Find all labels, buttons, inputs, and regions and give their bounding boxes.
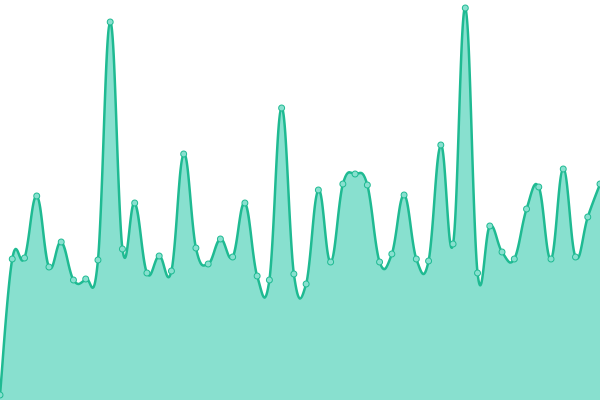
data-point (118, 245, 126, 253)
data-point (412, 255, 420, 263)
data-point (45, 263, 53, 271)
data-point (486, 222, 494, 230)
data-point (461, 4, 469, 12)
data-point (376, 258, 384, 266)
data-point (57, 238, 65, 246)
data-point (596, 180, 600, 188)
data-point (94, 256, 102, 264)
data-point (523, 205, 531, 213)
data-point (327, 258, 335, 266)
data-point (278, 104, 286, 112)
data-point (216, 235, 224, 243)
data-point (290, 270, 298, 278)
data-point (265, 276, 273, 284)
data-point (253, 272, 261, 280)
data-point (425, 257, 433, 265)
data-point (20, 254, 28, 262)
data-point (106, 18, 114, 26)
data-point (449, 240, 457, 248)
area-fill (0, 7, 600, 400)
data-point (547, 255, 555, 263)
data-point (559, 165, 567, 173)
data-point (388, 250, 396, 258)
data-point (241, 199, 249, 207)
data-point (229, 253, 237, 261)
data-point (302, 280, 310, 288)
data-point (474, 269, 482, 277)
data-point (192, 244, 200, 252)
data-point (437, 141, 445, 149)
data-point (8, 255, 16, 263)
data-point (33, 192, 41, 200)
data-point (180, 150, 188, 158)
data-point (131, 199, 139, 207)
data-point (400, 191, 408, 199)
data-point (584, 213, 592, 221)
data-point (167, 267, 175, 275)
data-point (155, 252, 163, 260)
data-point (69, 276, 77, 284)
data-point (510, 255, 518, 263)
data-point (82, 275, 90, 283)
data-point (204, 260, 212, 268)
data-point (0, 391, 4, 399)
data-point (314, 186, 322, 194)
data-point (339, 180, 347, 188)
data-point (572, 253, 580, 261)
data-point (143, 269, 151, 277)
data-point (535, 183, 543, 191)
data-point (363, 181, 371, 189)
data-point (498, 248, 506, 256)
data-point (351, 170, 359, 178)
